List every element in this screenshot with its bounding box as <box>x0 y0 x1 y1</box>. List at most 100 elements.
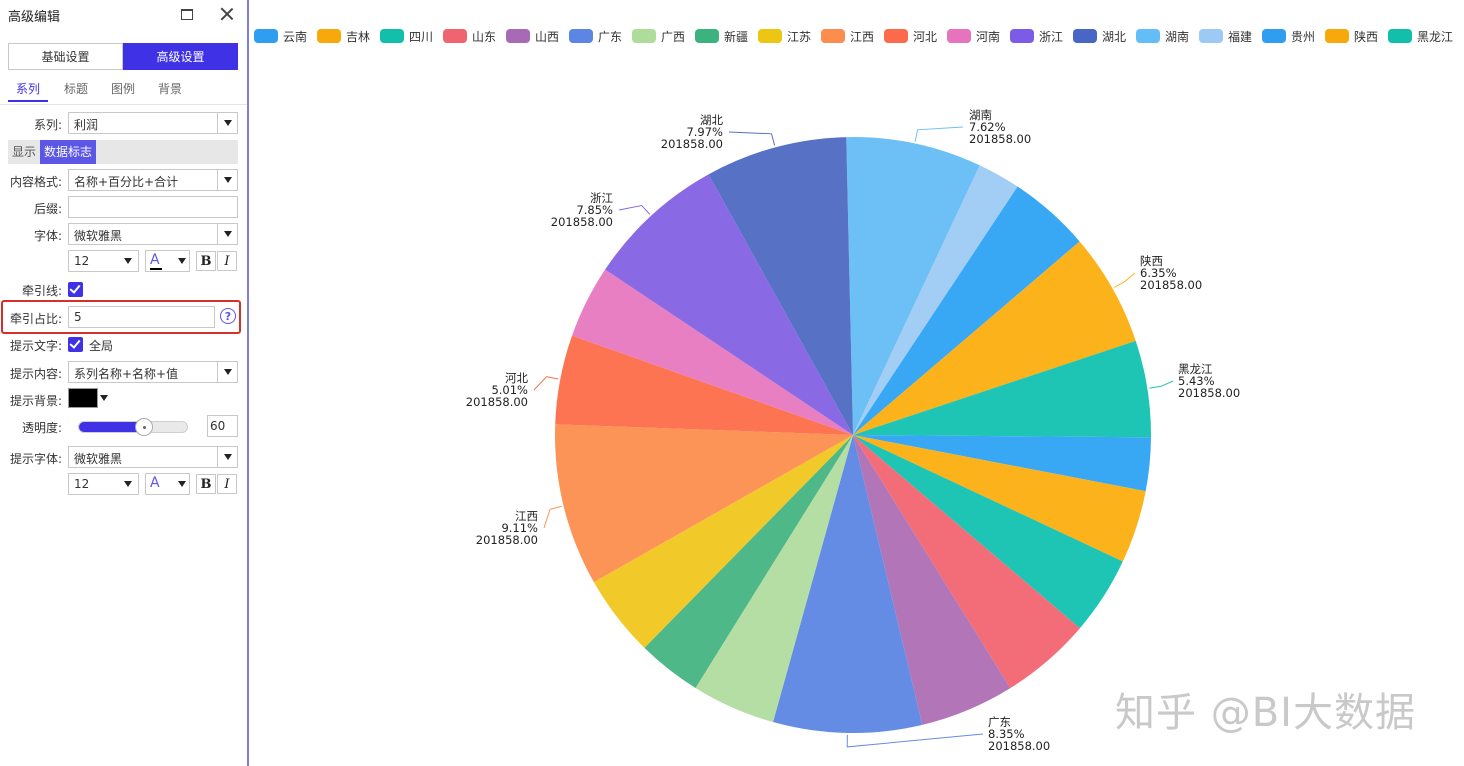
legend-swatch <box>632 29 656 43</box>
subtab-series[interactable]: 系列 <box>16 82 41 96</box>
suffix-label: 后缀: <box>33 202 62 216</box>
leader-line-label: 牵引线: <box>21 284 62 298</box>
legend-label: 贵州 <box>1291 30 1316 44</box>
tooltip-text-checkbox[interactable] <box>68 337 83 352</box>
tooltip-bg-color-select[interactable] <box>68 388 114 410</box>
subtab-background[interactable]: 背景 <box>158 82 183 96</box>
chevron-down-icon <box>217 113 237 133</box>
italic-button[interactable]: I <box>217 251 237 271</box>
pie-slice[interactable] <box>644 435 853 688</box>
pie-slice[interactable] <box>846 137 980 436</box>
data-label: 7.97% <box>686 125 723 139</box>
leader-ratio-input[interactable]: 5 <box>68 306 215 328</box>
legend-swatch <box>884 29 908 43</box>
legend-label: 新疆 <box>724 30 749 44</box>
content-format-select[interactable]: 名称+百分比+合计 <box>68 169 238 191</box>
opacity-slider[interactable] <box>78 418 188 436</box>
pie-slice[interactable] <box>853 435 1011 725</box>
tooltip-italic-button[interactable]: I <box>217 474 237 494</box>
pie-slice[interactable] <box>853 435 1080 689</box>
tab-advanced-settings[interactable]: 高级设置 <box>123 43 238 70</box>
tab-show[interactable]: 显示 <box>12 145 37 159</box>
legend-label: 广西 <box>661 30 686 44</box>
data-label: 陕西 <box>1140 254 1163 268</box>
legend-swatch <box>254 29 278 43</box>
chevron-down-icon <box>217 447 237 467</box>
font-color-icon: A <box>150 252 160 268</box>
legend-swatch <box>1199 29 1223 43</box>
leader-ratio-label: 牵引占比: <box>9 312 62 326</box>
pie-slice[interactable] <box>708 137 853 435</box>
opacity-slider-fill <box>79 422 144 432</box>
font-color-select[interactable]: A <box>145 250 190 272</box>
data-label: 201858.00 <box>988 739 1050 753</box>
data-label: 7.85% <box>576 203 613 217</box>
legend-label: 河北 <box>913 30 938 44</box>
tooltip-font-select[interactable]: 微软雅黑 <box>68 446 238 468</box>
series-select[interactable]: 利润 <box>68 112 238 134</box>
pie-slice[interactable] <box>554 424 853 583</box>
legend-label: 河南 <box>976 30 1001 44</box>
tooltip-font-size-select[interactable]: 12 <box>68 473 139 495</box>
subtab-title[interactable]: 标题 <box>64 82 89 96</box>
help-icon[interactable]: ? <box>220 308 236 324</box>
data-label: 201858.00 <box>661 137 723 151</box>
tooltip-bold-button[interactable]: B <box>196 474 216 494</box>
pie-slice[interactable] <box>593 435 853 648</box>
watermark: 知乎 @BI大数据 <box>1115 690 1416 736</box>
pie-slice[interactable] <box>853 340 1151 438</box>
pie-slice[interactable] <box>605 174 853 436</box>
data-label: 201858.00 <box>466 395 528 409</box>
legend-label: 陕西 <box>1354 30 1379 44</box>
tab-data-label[interactable]: 数据标志 <box>40 140 97 164</box>
leader-line <box>543 505 562 529</box>
suffix-input[interactable] <box>68 196 238 218</box>
content-format-value: 名称+百分比+合计 <box>74 175 179 189</box>
legend-swatch <box>1073 29 1097 43</box>
tooltip-text-label: 提示文字: <box>9 339 62 353</box>
pie-slice[interactable] <box>853 165 1018 435</box>
tab-basic-settings[interactable]: 基础设置 <box>8 43 123 70</box>
font-family-select[interactable]: 微软雅黑 <box>68 223 238 245</box>
leader-line <box>728 131 776 146</box>
leader-line <box>1149 380 1174 389</box>
subtab-legend[interactable]: 图例 <box>111 82 136 96</box>
data-label: 201858.00 <box>969 132 1031 146</box>
tooltip-font-color-select[interactable]: A <box>145 473 190 495</box>
opacity-slider-thumb[interactable] <box>134 418 153 436</box>
tooltip-bg-swatch <box>68 388 98 408</box>
legend-label: 福建 <box>1228 30 1253 44</box>
data-label: 201858.00 <box>1178 386 1240 400</box>
pie-slice[interactable] <box>853 435 1123 629</box>
pie-slice[interactable] <box>853 241 1136 436</box>
pie-slice[interactable] <box>555 335 853 435</box>
pie-slice[interactable] <box>853 435 1151 492</box>
legend-swatch <box>695 29 719 43</box>
highlight-box <box>1 300 241 334</box>
bold-button[interactable]: B <box>196 251 216 271</box>
pie-slice[interactable] <box>853 435 1146 562</box>
series-select-value: 利润 <box>74 118 99 132</box>
pie-slice[interactable] <box>773 435 923 733</box>
tooltip-content-select[interactable]: 系列名称+名称+值 <box>68 361 238 383</box>
data-label: 8.35% <box>988 727 1025 741</box>
legend-label: 山西 <box>535 30 560 44</box>
tooltip-font-label: 提示字体: <box>9 452 62 466</box>
font-color-underline <box>150 268 162 270</box>
maximize-button[interactable] <box>178 5 196 23</box>
leader-line <box>914 126 964 142</box>
legend-swatch <box>1388 29 1412 43</box>
tooltip-content-value: 系列名称+名称+值 <box>74 367 179 381</box>
pie-slice[interactable] <box>572 269 853 435</box>
data-label: 201858.00 <box>551 215 613 229</box>
pie-slice[interactable] <box>695 435 854 723</box>
data-label: 5.01% <box>491 383 528 397</box>
legend-label: 广东 <box>598 30 623 44</box>
leader-line <box>533 376 559 391</box>
font-size-select[interactable]: 12 <box>68 250 139 272</box>
leader-line <box>618 204 651 215</box>
pie-slice[interactable] <box>853 186 1080 435</box>
leader-line-checkbox[interactable] <box>68 282 83 297</box>
opacity-input[interactable]: 60 <box>207 415 238 437</box>
